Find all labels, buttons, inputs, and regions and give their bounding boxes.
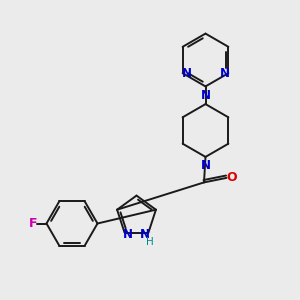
Text: N: N (200, 89, 211, 102)
Text: N: N (182, 67, 191, 80)
Text: F: F (28, 217, 37, 230)
Text: O: O (226, 171, 237, 184)
Text: N: N (123, 227, 133, 241)
Text: N: N (201, 159, 211, 172)
Text: N: N (140, 227, 150, 241)
Text: N: N (220, 67, 230, 80)
Text: H: H (146, 237, 154, 247)
